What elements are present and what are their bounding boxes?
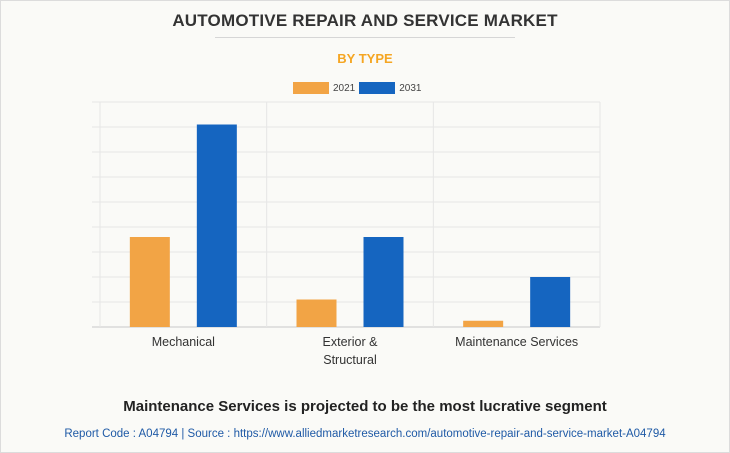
chart-title: AUTOMOTIVE REPAIR AND SERVICE MARKET	[172, 11, 558, 30]
bar-2021-2	[463, 320, 504, 327]
legend-swatch-2021	[293, 82, 329, 94]
bar-2021-0	[129, 237, 170, 327]
key-finding: Maintenance Services is projected to be …	[123, 398, 607, 415]
legend-item-2021: 2021	[293, 82, 355, 94]
category-label: Maintenance Services	[455, 335, 578, 349]
bar-2021-1	[296, 299, 337, 327]
chart-subtitle: BY TYPE	[337, 51, 393, 66]
source-line: Report Code : A04794 | Source : https://…	[64, 428, 666, 440]
category-label: Structural	[323, 353, 377, 367]
legend-item-2031: 2031	[359, 82, 422, 94]
category-label: Mechanical	[152, 335, 215, 349]
title-divider	[215, 37, 515, 38]
bar-2031-2	[530, 277, 571, 327]
legend-swatch-2031	[359, 82, 396, 94]
bar-2031-1	[363, 237, 404, 327]
category-label: Exterior &	[323, 335, 379, 349]
legend: 2021 2031	[293, 81, 426, 95]
bar-2031-0	[196, 124, 237, 327]
legend-label-2021: 2021	[333, 82, 356, 94]
legend-label-2031: 2031	[399, 82, 422, 94]
